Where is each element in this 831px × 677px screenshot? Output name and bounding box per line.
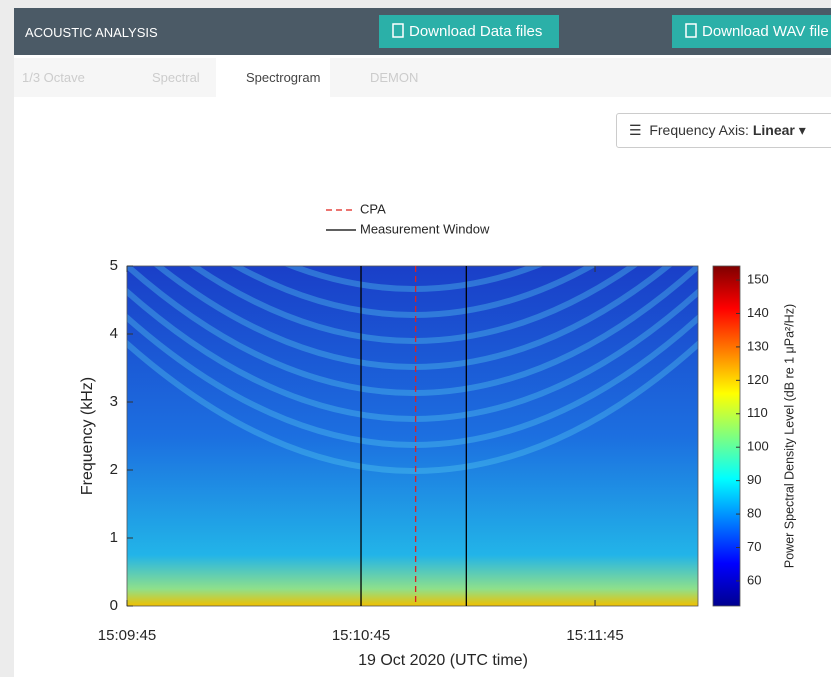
chart: 19 Oct 2020 (UTC time) Frequency (kHz) P…	[0, 0, 831, 677]
interference-arc	[87, 20, 738, 185]
colorbar-tick-label: 140	[747, 305, 769, 320]
colorbar-tick-label: 100	[747, 439, 769, 454]
x-tick-label: 15:09:45	[98, 627, 156, 644]
spectrogram-image	[87, 0, 738, 606]
colorbar-tick-label: 120	[747, 372, 769, 387]
y-tick-label: 2	[110, 461, 118, 478]
interference-arc	[87, 124, 738, 289]
interference-arc	[87, 0, 738, 107]
x-tick-label: 15:10:45	[332, 627, 390, 644]
y-tick-label: 3	[110, 393, 118, 410]
interference-arc	[87, 0, 738, 133]
colorbar-tick-label: 80	[747, 506, 761, 521]
colorbar-label: Power Spectral Density Level (dB re 1 μP…	[782, 304, 796, 568]
legend-label: Measurement Window	[360, 221, 490, 236]
x-axis-label: 19 Oct 2020 (UTC time)	[358, 652, 528, 669]
interference-arc	[87, 0, 738, 159]
colorbar-tick-label: 150	[747, 271, 769, 286]
interference-arc	[87, 72, 738, 237]
colorbar	[713, 266, 740, 606]
page: ACOUSTIC ANALYSIS Download Data files Do…	[0, 0, 831, 677]
colorbar-tick-label: 110	[747, 405, 768, 420]
legend-label: CPA	[360, 201, 386, 216]
colorbar-tick-label: 90	[747, 472, 761, 487]
interference-arc	[87, 0, 738, 81]
colorbar-tick-label: 60	[747, 572, 761, 587]
y-axis-label: Frequency (kHz)	[79, 377, 96, 495]
interference-arc	[87, 46, 738, 211]
y-tick-label: 5	[110, 257, 118, 274]
y-tick-label: 1	[110, 529, 118, 546]
interference-arc	[87, 98, 738, 263]
colorbar-tick-label: 70	[747, 539, 761, 554]
y-tick-label: 0	[110, 597, 118, 614]
x-tick-label: 15:11:45	[566, 627, 623, 644]
y-tick-label: 4	[110, 325, 118, 342]
colorbar-tick-label: 130	[747, 338, 769, 353]
